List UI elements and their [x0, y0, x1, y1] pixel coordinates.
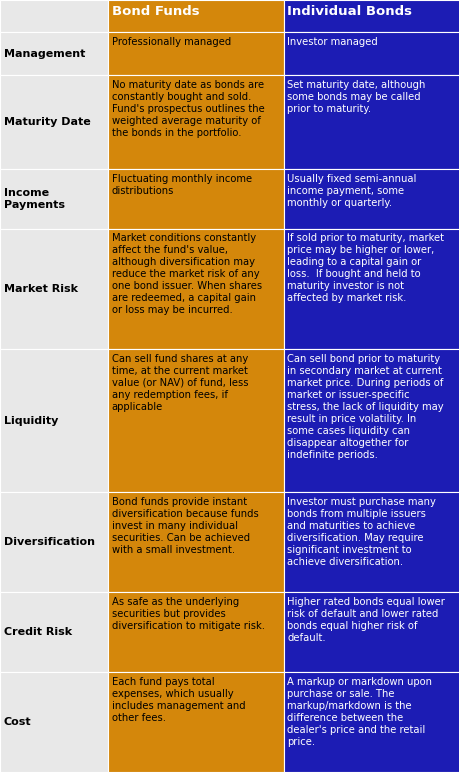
Text: Income
Payments: Income Payments	[4, 188, 65, 210]
Text: Each fund pays total
expenses, which usually
includes management and
other fees.: Each fund pays total expenses, which usu…	[112, 676, 245, 723]
Bar	[283, 76, 459, 169]
Bar	[0, 349, 108, 492]
Text: Market Risk: Market Risk	[4, 284, 78, 294]
Text: Diversification: Diversification	[4, 537, 95, 547]
Bar	[0, 672, 108, 772]
Text: Investor must purchase many
bonds from multiple issuers
and maturities to achiev: Investor must purchase many bonds from m…	[287, 496, 436, 567]
Bar	[283, 0, 459, 32]
Text: Liquidity: Liquidity	[4, 415, 58, 425]
Bar	[108, 592, 283, 672]
Bar	[0, 592, 108, 672]
Text: Market conditions constantly
affect the fund's value,
although diversification m: Market conditions constantly affect the …	[112, 233, 261, 315]
Text: Usually fixed semi-annual
income payment, some
monthly or quarterly.: Usually fixed semi-annual income payment…	[287, 174, 416, 208]
Text: Individual Bonds: Individual Bonds	[287, 5, 412, 18]
Bar	[108, 32, 283, 76]
Text: No maturity date as bonds are
constantly bought and sold.
Fund's prospectus outl: No maturity date as bonds are constantly…	[112, 80, 264, 138]
Bar	[283, 672, 459, 772]
Bar	[108, 349, 283, 492]
Bar	[108, 169, 283, 229]
Text: Higher rated bonds equal lower
risk of default and lower rated
bonds equal highe: Higher rated bonds equal lower risk of d…	[287, 597, 444, 643]
Text: Can sell fund shares at any
time, at the current market
value (or NAV) of fund, : Can sell fund shares at any time, at the…	[112, 354, 248, 411]
Bar	[283, 492, 459, 592]
Text: Professionally managed: Professionally managed	[112, 37, 230, 47]
Bar	[283, 229, 459, 349]
Text: Investor managed: Investor managed	[287, 37, 377, 47]
Bar	[108, 672, 283, 772]
Text: If sold prior to maturity, market
price may be higher or lower,
leading to a cap: If sold prior to maturity, market price …	[287, 233, 443, 303]
Bar	[283, 592, 459, 672]
Bar	[0, 76, 108, 169]
Text: Can sell bond prior to maturity
in secondary market at current
market price. Dur: Can sell bond prior to maturity in secon…	[287, 354, 443, 459]
Text: Set maturity date, although
some bonds may be called
prior to maturity.: Set maturity date, although some bonds m…	[287, 80, 425, 114]
Bar	[0, 169, 108, 229]
Text: Cost: Cost	[4, 717, 31, 727]
Bar	[0, 492, 108, 592]
Text: A markup or markdown upon
purchase or sale. The
markup/markdown is the
differenc: A markup or markdown upon purchase or sa…	[287, 676, 431, 747]
Text: As safe as the underlying
securities but provides
diversification to mitigate ri: As safe as the underlying securities but…	[112, 597, 264, 631]
Bar	[0, 32, 108, 76]
Bar	[283, 169, 459, 229]
Bar	[283, 349, 459, 492]
Bar	[283, 32, 459, 76]
Text: Bond funds provide instant
diversification because funds
invest in many individu: Bond funds provide instant diversificati…	[112, 496, 258, 555]
Bar	[108, 492, 283, 592]
Bar	[0, 0, 108, 32]
Bar	[108, 0, 283, 32]
Bar	[0, 229, 108, 349]
Bar	[108, 76, 283, 169]
Bar	[108, 229, 283, 349]
Text: Management: Management	[4, 49, 85, 59]
Text: Bond Funds: Bond Funds	[112, 5, 199, 18]
Text: Fluctuating monthly income
distributions: Fluctuating monthly income distributions	[112, 174, 252, 196]
Text: Maturity Date: Maturity Date	[4, 117, 90, 127]
Text: Credit Risk: Credit Risk	[4, 627, 72, 637]
